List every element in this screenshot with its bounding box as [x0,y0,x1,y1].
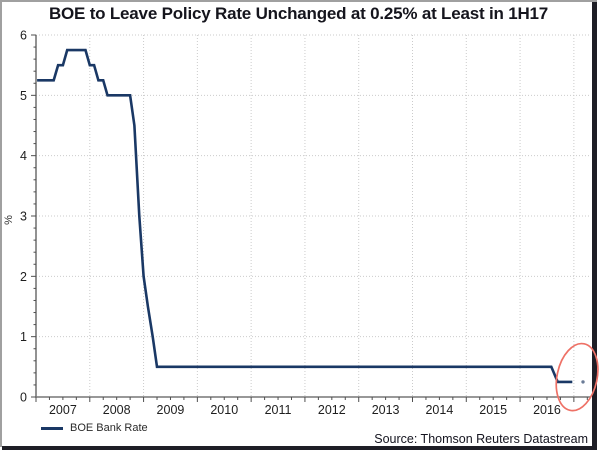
y-tick-label: 4 [20,149,27,163]
x-tick-label: 2014 [425,403,453,417]
source-note: Source: Thomson Reuters Datastream [374,432,588,446]
legend-label: BOE Bank Rate [70,422,148,434]
window-edge-bottom [2,446,597,450]
x-tick-label: 2016 [533,403,561,417]
y-tick-label: 5 [20,89,27,103]
x-tick-label: 2007 [49,403,77,417]
y-tick-label: 6 [20,29,27,43]
x-tick-label: 2015 [479,403,507,417]
y-tick-label: 3 [20,210,27,224]
x-tick-label: 2010 [210,403,238,417]
highlight-ellipse [555,342,599,412]
y-axis-label: % [3,215,15,225]
y-tick-label: 2 [20,270,27,284]
window-edge-left [0,0,2,447]
x-tick-label: 2008 [103,403,131,417]
y-tick-label: 1 [20,330,27,344]
window-edge-top [0,0,597,2]
x-tick-label: 2009 [157,403,185,417]
x-tick-label: 2012 [318,403,346,417]
chart-title: BOE to Leave Policy Rate Unchanged at 0.… [48,4,549,23]
legend: BOE Bank Rate [41,422,148,434]
y-tick-label: 0 [20,391,27,405]
x-tick-label: 2011 [265,403,292,417]
legend-line-swatch [41,426,63,430]
boe-bank-rate-line [37,48,573,384]
forecast-dot [581,380,585,384]
window-edge-right [592,2,597,450]
x-tick-label: 2013 [372,403,400,417]
